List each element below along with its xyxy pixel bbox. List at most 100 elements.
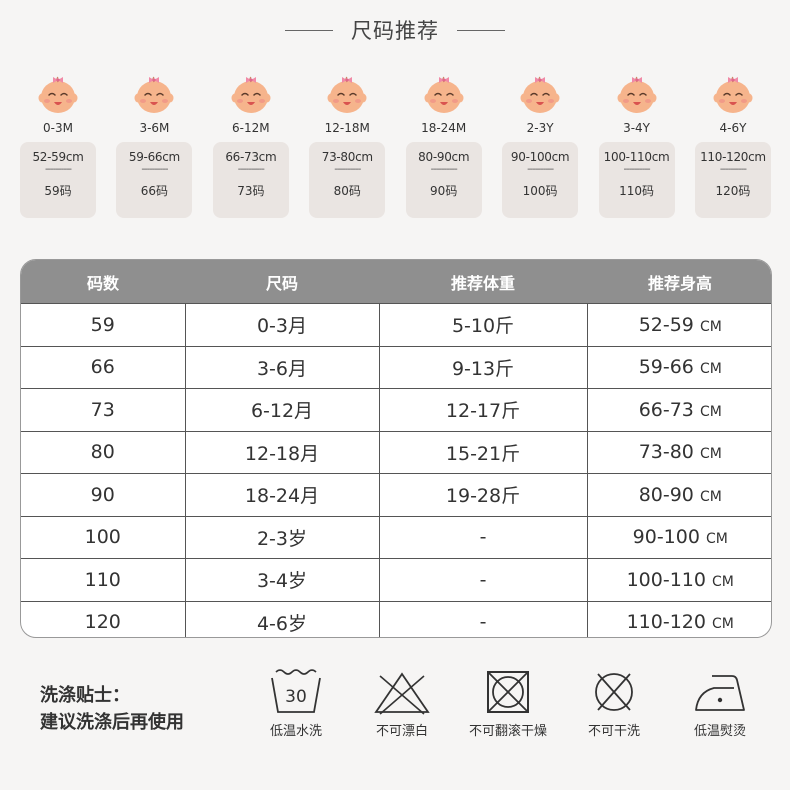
size-age: 6-12M bbox=[232, 121, 270, 135]
baby-face-icon bbox=[422, 72, 466, 116]
height-value: 66-73 bbox=[638, 398, 694, 421]
no-tumble-dry-icon bbox=[487, 671, 529, 713]
table-row: 80 12-18月 15-21斤 73-80 CM bbox=[21, 430, 771, 474]
no-dry-clean-icon bbox=[595, 673, 633, 711]
height-unit: CM bbox=[706, 531, 728, 548]
cell-size: 6-12月 bbox=[184, 388, 379, 431]
care-label-wash: 低温水洗 bbox=[269, 724, 322, 739]
size-height-range: 59-66cm bbox=[128, 150, 180, 164]
size-box: 66-73cm ---------- 73码 bbox=[212, 142, 289, 218]
height-value: 110-120 bbox=[626, 611, 706, 634]
size-height-range: 100-110cm bbox=[603, 150, 670, 164]
table-header-row: 码数 尺码 推荐体重 推荐身高 bbox=[21, 260, 771, 304]
baby-face-icon bbox=[518, 72, 562, 116]
size-card: 4-6Y 110-120cm ---------- 120码 bbox=[693, 72, 773, 222]
height-value: 100-110 bbox=[626, 568, 706, 591]
baby-face-icon bbox=[325, 72, 369, 116]
size-card: 6-12M 66-73cm ---------- 73码 bbox=[211, 72, 291, 222]
cell-weight: 5-10斤 bbox=[378, 303, 587, 346]
care-subtitle: 建议洗涤后再使用 bbox=[40, 712, 184, 733]
size-box: 52-59cm ---------- 59码 bbox=[20, 142, 96, 218]
baby-face-icon bbox=[229, 72, 273, 116]
cell-height: 80-90 CM bbox=[586, 473, 771, 516]
cell-size: 2-3岁 bbox=[184, 515, 379, 559]
size-height-range: 110-120cm bbox=[700, 150, 766, 164]
cell-weight: 19-28斤 bbox=[378, 473, 587, 516]
cell-height: 73-80 CM bbox=[586, 430, 771, 474]
cell-code: 73 bbox=[21, 388, 185, 431]
height-unit: CM bbox=[699, 446, 722, 463]
size-age: 2-3Y bbox=[526, 121, 554, 135]
cell-height: 110-120 CM bbox=[586, 600, 771, 637]
size-box: 90-100cm ---------- 100码 bbox=[502, 142, 579, 218]
cell-weight: - bbox=[378, 600, 587, 637]
size-card: 3-6M 59-66cm ---------- 66码 bbox=[114, 72, 194, 222]
size-age: 0-3M bbox=[43, 121, 73, 135]
size-code: 110码 bbox=[619, 184, 654, 198]
baby-face-icon bbox=[615, 72, 659, 116]
cell-weight: 15-21斤 bbox=[378, 430, 587, 474]
cell-size: 12-18月 bbox=[184, 430, 379, 474]
size-code: 100码 bbox=[522, 184, 558, 198]
size-age: 3-6M bbox=[139, 121, 170, 135]
size-code: 66码 bbox=[140, 184, 169, 198]
cell-code: 66 bbox=[21, 345, 185, 389]
table-row: 120 4-6岁 - 110-120 CM bbox=[21, 600, 771, 637]
cell-size: 18-24月 bbox=[184, 473, 379, 516]
size-height-range: 90-100cm bbox=[510, 150, 570, 164]
cell-code: 100 bbox=[21, 515, 185, 559]
column-header-size: 尺码 bbox=[185, 260, 379, 304]
wash-30-icon: 30 bbox=[271, 669, 321, 713]
low-iron-icon bbox=[695, 675, 745, 711]
cell-code: 59 bbox=[21, 303, 185, 346]
cell-size: 3-6月 bbox=[184, 345, 379, 389]
size-code: 59码 bbox=[44, 184, 72, 198]
size-divider: ---------- bbox=[430, 164, 458, 175]
height-value: 80-90 bbox=[638, 483, 694, 506]
table-row: 100 2-3岁 - 90-100 CM bbox=[21, 515, 771, 559]
size-age: 3-4Y bbox=[623, 121, 650, 135]
size-code: 90码 bbox=[430, 184, 458, 198]
height-unit: CM bbox=[712, 616, 734, 633]
size-code: 73码 bbox=[237, 184, 265, 198]
size-divider: ---------- bbox=[527, 164, 554, 175]
height-unit: CM bbox=[699, 488, 722, 505]
height-value: 52-59 bbox=[638, 313, 694, 336]
size-card: 0-3M 52-59cm ---------- 59码 bbox=[18, 72, 98, 222]
header-divider-right bbox=[457, 29, 505, 31]
size-height-range: 80-90cm bbox=[418, 150, 470, 164]
size-divider: ---------- bbox=[44, 164, 72, 175]
size-code: 120码 bbox=[715, 184, 751, 198]
size-divider: ---------- bbox=[237, 164, 265, 175]
cell-code: 80 bbox=[21, 430, 185, 474]
height-unit: CM bbox=[699, 361, 722, 378]
cell-height: 90-100 CM bbox=[586, 515, 771, 559]
height-unit: CM bbox=[712, 573, 734, 590]
size-age: 18-24M bbox=[421, 121, 467, 135]
care-item-dryclean: 不可干洗 bbox=[566, 668, 662, 748]
height-value: 59-66 bbox=[638, 356, 694, 379]
cell-size: 0-3月 bbox=[184, 303, 379, 346]
care-icons: 30 低温水洗 不可漂白 不可翻滚干燥 不可干洗 低温 bbox=[248, 668, 768, 748]
size-box: 59-66cm ---------- 66码 bbox=[116, 142, 193, 218]
size-box: 73-80cm ---------- 80码 bbox=[309, 142, 386, 218]
cell-code: 120 bbox=[21, 600, 185, 637]
size-card: 12-18M 73-80cm ---------- 80码 bbox=[307, 72, 387, 222]
care-title: 洗涤贴士： bbox=[40, 685, 130, 706]
no-bleach-icon bbox=[374, 672, 430, 715]
size-table: 码数 尺码 推荐体重 推荐身高 59 0-3月 5-10斤 52-59 CM 6… bbox=[20, 259, 772, 638]
cell-weight: - bbox=[378, 515, 587, 559]
size-age: 12-18M bbox=[324, 121, 370, 135]
height-unit: CM bbox=[699, 403, 722, 420]
size-box: 100-110cm ---------- 110码 bbox=[598, 142, 675, 218]
cell-height: 59-66 CM bbox=[586, 345, 771, 389]
size-divider: ---------- bbox=[719, 164, 747, 175]
baby-face-icon bbox=[132, 72, 176, 116]
size-height-range: 73-80cm bbox=[321, 150, 373, 164]
table-row: 110 3-4岁 - 100-110 CM bbox=[21, 558, 771, 601]
cell-code: 110 bbox=[21, 558, 185, 601]
cell-height: 100-110 CM bbox=[586, 558, 771, 601]
height-value: 73-80 bbox=[638, 441, 694, 464]
cell-height: 52-59 CM bbox=[586, 303, 771, 346]
care-item-iron: 低温熨烫 bbox=[672, 668, 768, 748]
